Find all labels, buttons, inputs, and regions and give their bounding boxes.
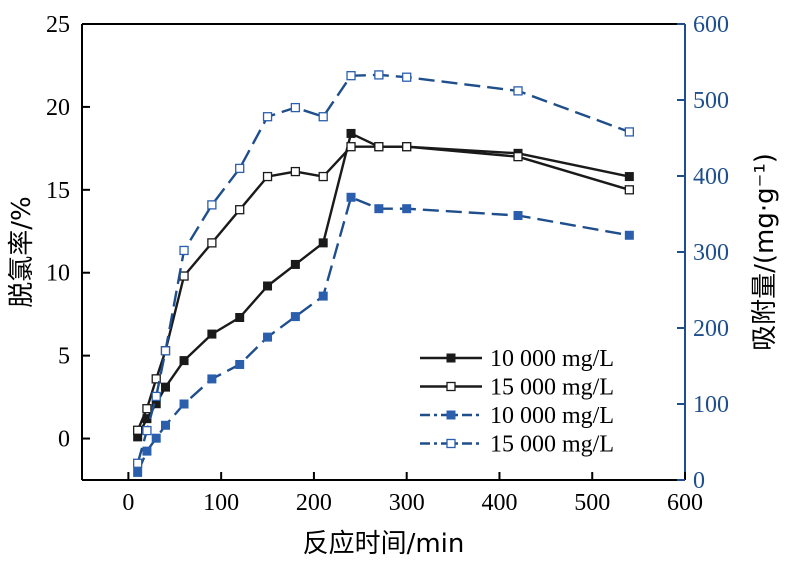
y-left-tick-label: 15 bbox=[46, 178, 70, 204]
series-3-point bbox=[207, 374, 217, 384]
series-4-point bbox=[262, 112, 273, 122]
series-2-point bbox=[513, 152, 523, 162]
legend-marker-3 bbox=[446, 410, 456, 420]
y-left-tick-label: 5 bbox=[58, 344, 70, 370]
series-4-point bbox=[290, 102, 301, 113]
y-right-tick-label: 200 bbox=[693, 316, 729, 342]
series-2-point bbox=[207, 238, 217, 248]
series-1-point bbox=[263, 281, 273, 291]
series-3-point bbox=[374, 204, 384, 214]
y-right-tick-label: 400 bbox=[693, 164, 729, 190]
y-left-tick-label: 25 bbox=[46, 12, 70, 38]
y-right-tick-label: 600 bbox=[693, 12, 729, 38]
series-2-point bbox=[262, 171, 273, 182]
series-2-point bbox=[374, 142, 384, 152]
x-tick-label: 200 bbox=[296, 490, 332, 516]
legend-marker-2 bbox=[446, 381, 456, 392]
series-2-point bbox=[151, 374, 161, 384]
series-1-point bbox=[235, 312, 245, 322]
series-4-point bbox=[346, 71, 356, 81]
series-4-point bbox=[160, 346, 171, 356]
x-tick-label: 100 bbox=[203, 490, 239, 516]
y-right-axis-label: 吸附量/(mg·g⁻¹) bbox=[750, 153, 780, 351]
x-axis-label: 反应时间/min bbox=[303, 529, 465, 559]
legend-label-1: 10 000 mg/L bbox=[490, 346, 614, 372]
series-2-point bbox=[290, 166, 301, 177]
series-3-point bbox=[346, 192, 356, 202]
legend-label-4: 15 000 mg/L bbox=[490, 432, 614, 458]
series-1-point bbox=[624, 172, 634, 182]
y-right-tick-label: 300 bbox=[693, 240, 729, 266]
series-2-point bbox=[235, 205, 245, 215]
series-4-point bbox=[235, 163, 245, 174]
series-1-point bbox=[207, 329, 217, 339]
series-1-point bbox=[318, 238, 328, 248]
series-2-point bbox=[142, 404, 152, 414]
series-1-point bbox=[160, 382, 170, 392]
series-4-point bbox=[624, 127, 634, 137]
series-2-point bbox=[318, 171, 328, 182]
series-3-point bbox=[151, 433, 161, 443]
x-tick-label: 500 bbox=[574, 490, 610, 516]
series-2-point bbox=[624, 185, 634, 195]
legend-label-2: 15 000 mg/L bbox=[490, 375, 614, 401]
y-right-tick-label: 100 bbox=[693, 392, 729, 418]
y-right-tick-label: 0 bbox=[693, 468, 705, 494]
x-tick-label: 400 bbox=[481, 490, 517, 516]
series-4-point bbox=[142, 425, 152, 436]
series-4-point bbox=[179, 245, 189, 256]
x-tick-label: 0 bbox=[122, 490, 134, 516]
series-2-point bbox=[402, 142, 412, 152]
series-2-point bbox=[133, 425, 143, 435]
x-tick-label: 300 bbox=[389, 490, 425, 516]
series-3-point bbox=[402, 204, 412, 214]
legend-marker-4 bbox=[446, 438, 456, 449]
series-3-point bbox=[263, 332, 273, 342]
y-right-tick-label: 500 bbox=[693, 88, 729, 114]
y-left-axis-label: 脱氯率/% bbox=[7, 196, 37, 307]
series-1-point bbox=[179, 356, 189, 366]
series-3-point bbox=[290, 312, 300, 322]
series-3-point bbox=[235, 359, 245, 369]
y-left-tick-label: 10 bbox=[46, 261, 70, 287]
series-2-point bbox=[179, 271, 189, 281]
series-1-point bbox=[290, 259, 300, 269]
series-4-point bbox=[151, 391, 161, 402]
series-4-point bbox=[513, 86, 523, 96]
series-4-point bbox=[207, 200, 217, 210]
series-3-point bbox=[133, 467, 143, 477]
series-3-point bbox=[142, 446, 152, 456]
series-3-point bbox=[160, 420, 170, 430]
series-3-point bbox=[179, 399, 189, 409]
series-4-point bbox=[133, 458, 143, 468]
x-tick-label: 600 bbox=[667, 490, 703, 516]
y-left-tick-label: 0 bbox=[58, 427, 70, 453]
series-2-point bbox=[346, 142, 356, 152]
legend-marker-1 bbox=[446, 353, 456, 363]
y-left-tick-label: 20 bbox=[46, 95, 70, 121]
series-1-point bbox=[346, 128, 356, 138]
series-4-point bbox=[318, 112, 328, 122]
series-3-point bbox=[624, 230, 634, 240]
series-4-point bbox=[374, 70, 384, 80]
series-3-point bbox=[513, 211, 523, 221]
series-3-point bbox=[318, 291, 328, 301]
legend-label-3: 10 000 mg/L bbox=[490, 403, 614, 429]
series-4-point bbox=[402, 72, 412, 82]
